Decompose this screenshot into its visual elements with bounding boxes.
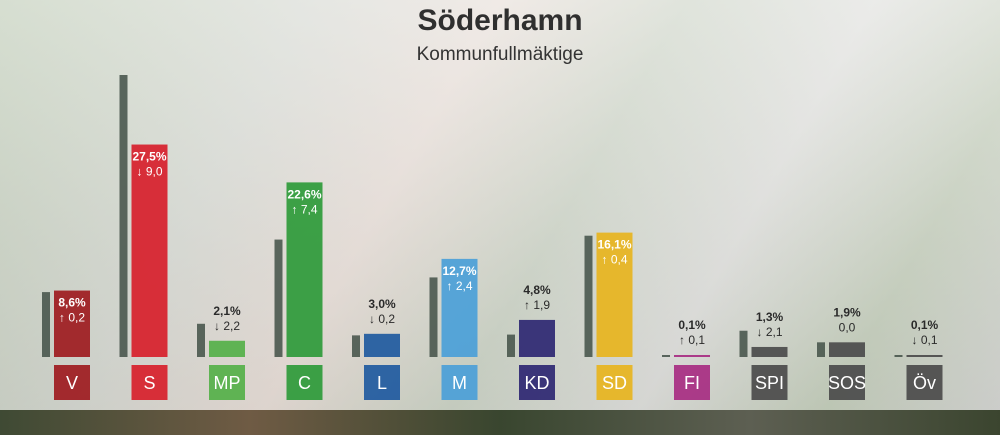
background-bottom-strip (0, 410, 1000, 435)
value-label: 27,5% (132, 150, 166, 164)
party-box-kd (519, 365, 555, 400)
party-label: L (377, 373, 387, 393)
party-box-s (131, 365, 168, 400)
previous-bar-m (429, 277, 438, 357)
party-box-c (286, 365, 323, 400)
change-label: ↓ 2,1 (756, 325, 782, 339)
previous-bar-c (274, 239, 283, 357)
party-label: FI (684, 373, 700, 393)
party-box-öv (906, 365, 943, 400)
value-label: 8,6% (58, 296, 86, 310)
previous-bar-sos (817, 342, 825, 357)
value-label: 3,0% (368, 297, 396, 311)
bar-mp (209, 340, 245, 357)
value-label: 12,7% (442, 264, 476, 278)
previous-bar-fi (662, 355, 670, 357)
party-box-spi (751, 365, 788, 400)
previous-bar-mp (197, 323, 205, 357)
party-label: SPI (755, 373, 784, 393)
change-label: ↑ 2,4 (446, 279, 472, 293)
previous-bar-öv (894, 355, 903, 357)
party-box-sd (596, 365, 633, 400)
chart-title: Söderhamn (417, 4, 583, 37)
party-box-l (364, 365, 400, 400)
change-label: ↑ 0,2 (59, 311, 85, 325)
value-label: 1,9% (833, 305, 861, 319)
party-label: C (298, 373, 311, 393)
chart-subtitle: Kommunfullmäktige (416, 44, 584, 65)
previous-bar-v (42, 292, 50, 357)
previous-bar-s (119, 75, 128, 357)
party-label: Öv (913, 373, 936, 393)
party-label: MP (214, 373, 241, 393)
party-label: M (452, 373, 467, 393)
previous-bar-kd (507, 334, 515, 357)
previous-bar-l (352, 335, 360, 357)
bar-sd (596, 232, 633, 357)
bar-kd (519, 319, 555, 357)
bar-c (286, 182, 323, 357)
party-box-sos (829, 365, 865, 400)
previous-bar-sd (584, 235, 593, 357)
party-label: KD (524, 373, 549, 393)
value-label: 1,3% (756, 310, 784, 324)
change-label: ↓ 0,2 (369, 312, 395, 326)
party-box-fi (674, 365, 710, 400)
value-label: 0,1% (678, 318, 706, 332)
value-label: 16,1% (597, 238, 631, 252)
party-box-mp (209, 365, 245, 400)
bar-spi (751, 346, 788, 357)
party-label: S (143, 373, 155, 393)
value-label: 22,6% (287, 187, 321, 201)
change-label: ↓ 0,1 (911, 333, 937, 347)
bar-öv (906, 355, 943, 357)
change-label: ↑ 0,4 (601, 253, 627, 267)
change-label: ↑ 7,4 (291, 202, 317, 216)
bar-sos (829, 342, 865, 357)
bar-m (441, 258, 478, 357)
change-label: ↑ 1,9 (524, 298, 550, 312)
party-label: SOS (828, 373, 866, 393)
change-label: ↑ 0,1 (679, 333, 705, 347)
previous-bar-spi (739, 330, 748, 357)
bar-s (131, 144, 168, 357)
party-box-m (441, 365, 478, 400)
change-label: ↓ 2,2 (214, 319, 240, 333)
change-label: 0,0 (839, 320, 856, 334)
value-label: 0,1% (911, 318, 939, 332)
bar-v (54, 290, 90, 357)
value-label: 4,8% (523, 283, 551, 297)
bar-l (364, 333, 400, 357)
value-label: 2,1% (213, 304, 241, 318)
party-label: V (66, 373, 78, 393)
bar-fi (674, 355, 710, 357)
party-label: SD (602, 373, 627, 393)
change-label: ↓ 9,0 (136, 165, 162, 179)
party-box-v (54, 365, 90, 400)
